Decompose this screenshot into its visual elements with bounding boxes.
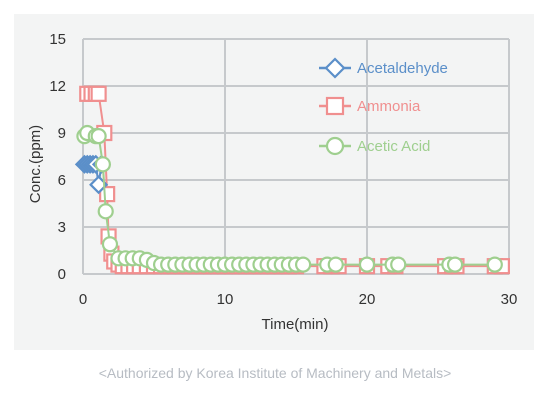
data-point (446, 256, 464, 273)
data-point (327, 256, 344, 273)
caption: <Authorized by Korea Institute of Machin… (98, 365, 452, 381)
data-point (97, 203, 114, 220)
legend-label: Ammonia (357, 98, 421, 115)
legend-label: Acetaldehyde (357, 60, 448, 77)
legend-label: Acetic Acid (357, 138, 430, 155)
series-acetic-acid (76, 124, 503, 273)
data-point (101, 236, 119, 253)
x-tick-label: 30 (501, 291, 518, 308)
legend-marker (324, 57, 346, 79)
x-tick-label: 0 (79, 291, 87, 308)
x-axis-label: Time(min) (262, 316, 329, 333)
data-point (90, 128, 107, 145)
series-line (83, 131, 495, 266)
y-tick-label: 12 (49, 78, 66, 95)
axes: 0 3 6 9 12 15 0 10 20 30 (49, 31, 517, 308)
x-tick-label: 20 (359, 291, 376, 308)
legend-entry: Acetic Acid (319, 136, 430, 156)
data-point (90, 85, 107, 102)
x-tick-label: 10 (217, 291, 234, 308)
legend-entry: Ammonia (319, 96, 421, 116)
data-point (390, 256, 407, 273)
y-tick-label: 6 (58, 172, 66, 189)
legend-marker (325, 96, 345, 116)
data-point (358, 256, 376, 273)
y-axis-label: Conc.(ppm) (27, 125, 44, 203)
legend-entry: Acetaldehyde (319, 57, 448, 79)
concentration-chart: 0 3 6 9 12 15 0 10 20 30 Acetaldehyde Ammonia Aceti… (27, 31, 517, 333)
y-tick-label: 0 (58, 266, 66, 283)
grid (82, 38, 510, 275)
y-tick-label: 9 (58, 125, 66, 142)
y-tick-label: 3 (58, 219, 66, 236)
series-layer (74, 85, 510, 275)
data-point (94, 156, 111, 173)
y-tick-label: 15 (49, 31, 66, 48)
data-point (486, 256, 503, 273)
legend-marker (325, 136, 345, 156)
legend: Acetaldehyde Ammonia Acetic Acid (319, 57, 448, 156)
data-point (295, 256, 312, 273)
